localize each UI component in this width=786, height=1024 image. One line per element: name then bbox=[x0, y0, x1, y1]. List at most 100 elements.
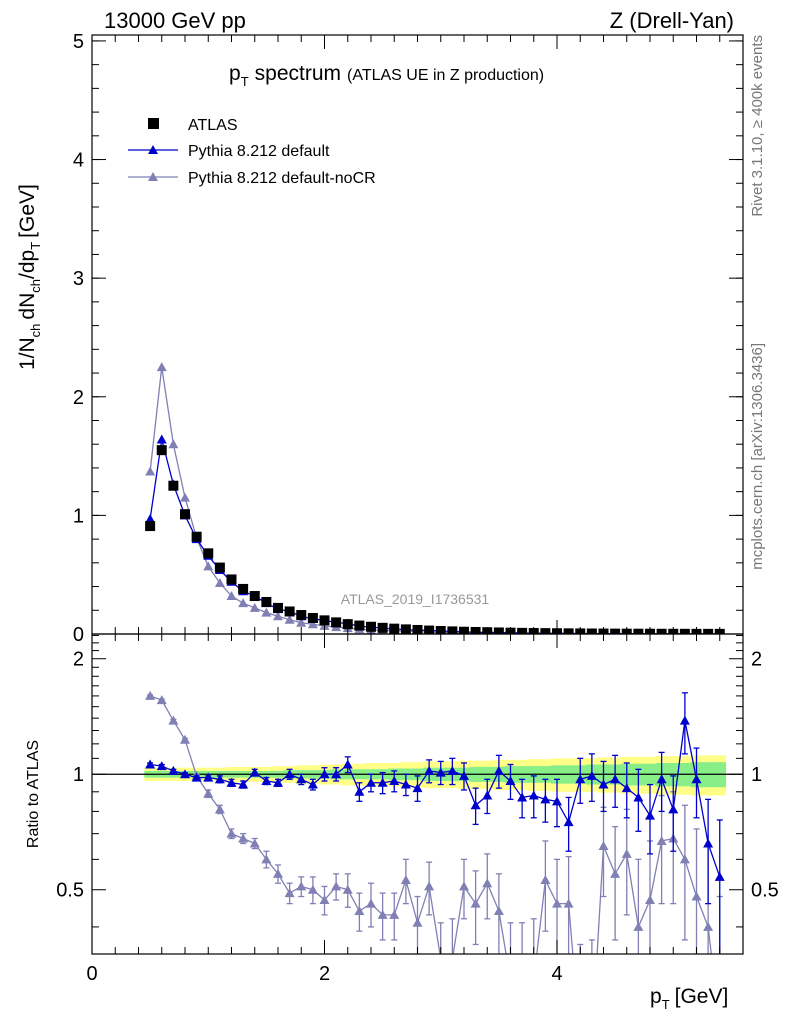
ratio-point-1-11 bbox=[273, 868, 283, 878]
ratio-point-0-26 bbox=[447, 765, 458, 775]
mcplots-label: mcplots.cern.ch [arXiv:1306.3436] bbox=[749, 343, 766, 570]
main-point-0-17 bbox=[342, 619, 353, 630]
ratio-point-0-19 bbox=[366, 777, 376, 787]
main-point-0-11 bbox=[273, 602, 283, 613]
main-point-0-24 bbox=[424, 625, 435, 634]
ratio-point-1-23 bbox=[412, 917, 423, 927]
ratio-point-0-24 bbox=[424, 765, 435, 775]
ratio-point-1-24 bbox=[424, 881, 435, 891]
main-point-0-18 bbox=[354, 620, 365, 631]
main-point-0-38 bbox=[586, 628, 597, 634]
ratio-point-1-20 bbox=[377, 909, 388, 919]
ratio-line-1 bbox=[149, 695, 712, 954]
title-word: spectrum bbox=[255, 62, 341, 85]
main-point-2-14 bbox=[307, 619, 318, 629]
main-point-1-0 bbox=[145, 513, 156, 523]
ratio-point-1-34 bbox=[540, 875, 551, 885]
main-point-2-5 bbox=[203, 561, 214, 571]
main-ytick-label-2: 2 bbox=[73, 387, 84, 409]
ratio-point-1-42 bbox=[633, 921, 644, 931]
ratio-point-1-22 bbox=[400, 875, 411, 885]
ratio-point-1-12 bbox=[284, 888, 295, 898]
ratio-point-1-21 bbox=[389, 909, 400, 919]
ratio-point-0-25 bbox=[435, 767, 446, 777]
ratio-point-1-40 bbox=[610, 868, 621, 878]
main-ytick-label-1: 1 bbox=[73, 505, 84, 527]
ratio-point-0-39 bbox=[598, 779, 609, 789]
ratio-point-0-13 bbox=[296, 774, 307, 784]
ratio-point-1-39 bbox=[598, 841, 609, 851]
ratio-ytick-label-right-2: 2 bbox=[751, 649, 762, 671]
xlabel: pT [GeV] bbox=[650, 985, 728, 1012]
ratio-point-0-16 bbox=[331, 769, 342, 779]
ratio-point-0-21 bbox=[389, 776, 400, 786]
main-point-0-48 bbox=[703, 628, 714, 634]
ratio-ytick-label-right-0: 0.5 bbox=[751, 880, 779, 902]
main-point-0-40 bbox=[610, 628, 621, 634]
main-point-0-3 bbox=[180, 509, 190, 520]
ratio-point-1-46 bbox=[679, 854, 690, 864]
legend-marker-2 bbox=[148, 172, 158, 181]
ratio-point-1-19 bbox=[366, 898, 376, 908]
main-point-0-8 bbox=[238, 583, 249, 594]
ratio-point-0-10 bbox=[261, 776, 272, 786]
ratio-ytick-label-right-1: 1 bbox=[751, 764, 762, 786]
ratio-point-0-44 bbox=[656, 774, 667, 784]
ratio-point-0-42 bbox=[633, 792, 644, 802]
ratio-point-0-20 bbox=[377, 777, 388, 787]
main-ytick-label-4: 4 bbox=[73, 150, 84, 172]
ratio-point-1-1 bbox=[156, 695, 167, 705]
ratio-point-1-33 bbox=[529, 976, 539, 985]
main-point-0-4 bbox=[191, 531, 202, 542]
ratio-point-0-9 bbox=[249, 767, 260, 777]
ratio-point-0-2 bbox=[168, 765, 179, 775]
ratio-point-0-0 bbox=[145, 759, 156, 769]
ratio-point-1-26 bbox=[452, 953, 453, 954]
legend: ATLAS Pythia 8.212 default Pythia 8.212 de… bbox=[128, 117, 376, 187]
main-plot-area bbox=[145, 362, 725, 634]
ratio-point-0-36 bbox=[563, 817, 574, 827]
ratio-point-0-22 bbox=[400, 779, 411, 789]
ratio-point-0-17 bbox=[342, 759, 353, 769]
ratio-point-0-29 bbox=[482, 790, 493, 800]
ratio-point-0-31 bbox=[505, 776, 516, 786]
ratio-ylabel: Ratio to ATLAS bbox=[25, 740, 42, 848]
ratio-point-1-27 bbox=[459, 881, 469, 891]
ratio-point-1-30 bbox=[493, 906, 504, 916]
ratio-point-0-40 bbox=[610, 774, 621, 784]
ratio-point-1-14 bbox=[307, 884, 318, 894]
ratio-point-1-6 bbox=[214, 804, 225, 814]
analysis-watermark: ATLAS_2019_I1736531 bbox=[341, 591, 490, 607]
legend-label-2: Pythia 8.212 default-noCR bbox=[188, 170, 376, 187]
ratio-point-0-48 bbox=[703, 838, 714, 848]
main-point-0-34 bbox=[540, 628, 551, 634]
main-point-2-3 bbox=[180, 492, 190, 502]
main-point-0-26 bbox=[447, 626, 458, 634]
main-point-0-42 bbox=[633, 628, 644, 634]
ratio-line-0 bbox=[150, 720, 721, 878]
ratio-point-0-43 bbox=[645, 810, 655, 820]
xtick-label-2: 4 bbox=[551, 963, 562, 985]
ratio-point-0-8 bbox=[238, 779, 249, 789]
ratio-point-1-48 bbox=[703, 921, 714, 931]
main-point-0-16 bbox=[331, 617, 342, 628]
ratio-plot-area bbox=[92, 690, 743, 985]
rivet-label: Rivet 3.1.10, ≥ 400k events bbox=[749, 35, 766, 217]
ratio-point-0-28 bbox=[470, 800, 481, 810]
ratio-point-1-41 bbox=[621, 848, 632, 858]
ratio-point-1-9 bbox=[249, 838, 260, 848]
main-point-0-0 bbox=[145, 521, 156, 532]
ratio-point-0-11 bbox=[273, 777, 283, 787]
ratio-point-0-30 bbox=[493, 765, 504, 775]
main-ytick-label-3: 3 bbox=[73, 268, 84, 290]
main-point-2-10 bbox=[261, 607, 272, 617]
ratio-point-0-37 bbox=[575, 774, 586, 784]
ratio-point-1-25 bbox=[440, 953, 441, 954]
ratio-point-1-15 bbox=[319, 895, 330, 905]
main-ytick-label-0: 0 bbox=[73, 624, 84, 646]
main-point-2-9 bbox=[249, 602, 260, 612]
main-point-2-12 bbox=[284, 614, 295, 624]
ratio-point-1-35 bbox=[552, 898, 562, 908]
header-right: Z (Drell-Yan) bbox=[610, 8, 734, 33]
